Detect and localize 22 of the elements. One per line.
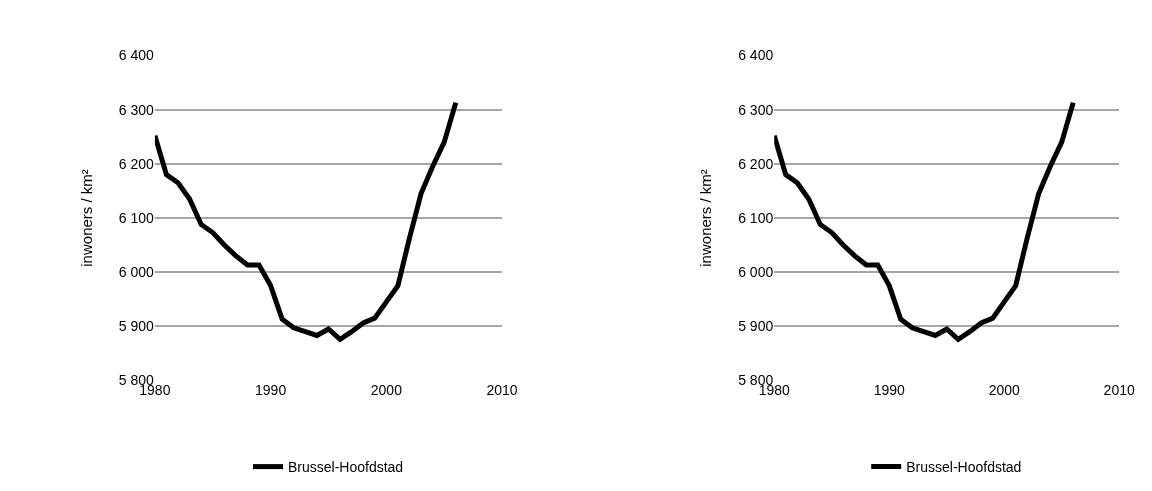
y-tick-label: 6 100	[738, 209, 774, 226]
x-tick-label: 1990	[873, 382, 906, 399]
y-tick-label: 6 400	[118, 47, 155, 64]
legend-label: Brussel-Hoofdstad	[906, 459, 1022, 476]
y-axis-title: inwoners / km²	[697, 169, 715, 267]
y-tick-label: 6 200	[118, 155, 155, 172]
x-tick-label: 2000	[988, 382, 1020, 399]
y-tick-label: 6 300	[738, 101, 774, 118]
y-tick-label: 5 900	[738, 318, 774, 335]
x-tick-label: 2000	[370, 382, 403, 399]
x-tick-label: 2010	[486, 382, 518, 399]
y-tick-label: 6 400	[738, 47, 774, 64]
y-axis-title: inwoners / km²	[78, 169, 96, 267]
y-tick-label: 6 200	[738, 155, 774, 172]
y-tick-label: 6 300	[118, 101, 155, 118]
y-tick-label: 5 900	[118, 318, 155, 335]
legend-label: Brussel-Hoofdstad	[287, 459, 404, 476]
y-tick-label: 6 000	[738, 264, 774, 280]
x-tick-label: 2010	[1103, 382, 1135, 399]
x-tick-label: 1990	[255, 382, 287, 399]
y-tick-label: 6 100	[118, 209, 155, 226]
y-tick-label: 6 000	[118, 264, 155, 280]
